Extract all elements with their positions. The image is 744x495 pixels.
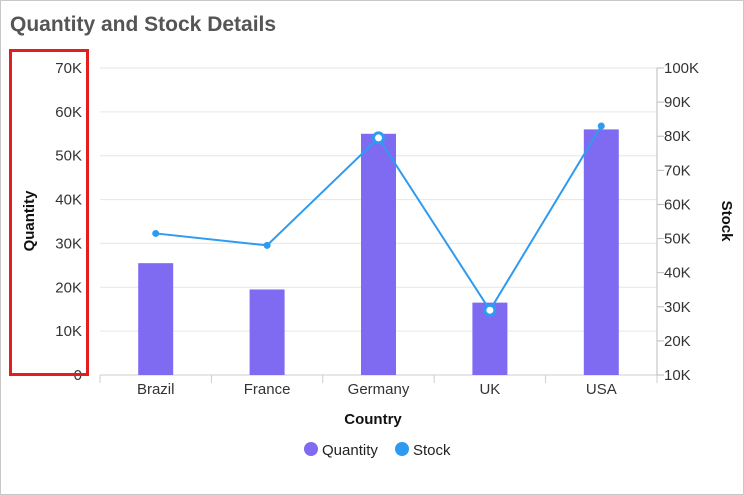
y-left-tick-label: 20K [55, 279, 82, 296]
legend-quantity-marker [304, 442, 318, 456]
y-right-tick-label: 10K [664, 367, 691, 384]
x-tick-label: Brazil [137, 381, 175, 398]
y-left-tick-label: 60K [55, 104, 82, 121]
y-right-tick-label: 60K [664, 196, 691, 213]
y-left-axis-title: Quantity [21, 190, 38, 251]
y-right-tick-label: 30K [664, 299, 691, 316]
y-right-tick-label: 50K [664, 231, 691, 248]
y-right-tick-label: 80K [664, 128, 691, 145]
stock-point-usa [597, 122, 605, 130]
stock-point-uk [483, 303, 497, 317]
bar-quantity-germany [361, 133, 396, 375]
y-right-tick-label: 40K [664, 265, 691, 282]
y-right-tick-label: 90K [664, 94, 691, 111]
bar-quantity-france [249, 289, 285, 375]
bar-quantity-usa [583, 129, 619, 375]
x-tick-label: USA [586, 381, 617, 398]
stock-point-france [263, 241, 271, 249]
stock-point-germany [372, 131, 385, 145]
x-axis-title: Country [344, 411, 402, 428]
legend-stock-label: Stock [413, 442, 451, 459]
y-left-tick-label: 50K [55, 148, 82, 165]
y-left-tick-label: 30K [55, 235, 82, 252]
y-left-tick-label: 70K [55, 60, 82, 77]
chart-title: Quantity and Stock Details [10, 13, 277, 36]
y-left-tick-label: 40K [55, 192, 82, 209]
legend-stock-marker [395, 442, 409, 456]
x-tick-label: Germany [348, 381, 410, 398]
x-tick-label: France [244, 381, 291, 398]
y-right-tick-label: 70K [664, 162, 691, 179]
y-left-tick-label: 10K [55, 323, 82, 340]
y-left-tick-label: 0 [74, 367, 82, 384]
x-tick-label: UK [479, 381, 500, 398]
legend-quantity-label: Quantity [322, 442, 378, 459]
y-right-tick-label: 100K [664, 60, 699, 77]
stock-point-brazil [152, 229, 160, 237]
bar-quantity-brazil [138, 263, 174, 375]
y-right-tick-label: 20K [664, 333, 691, 350]
y-right-axis-title: Stock [718, 201, 735, 243]
